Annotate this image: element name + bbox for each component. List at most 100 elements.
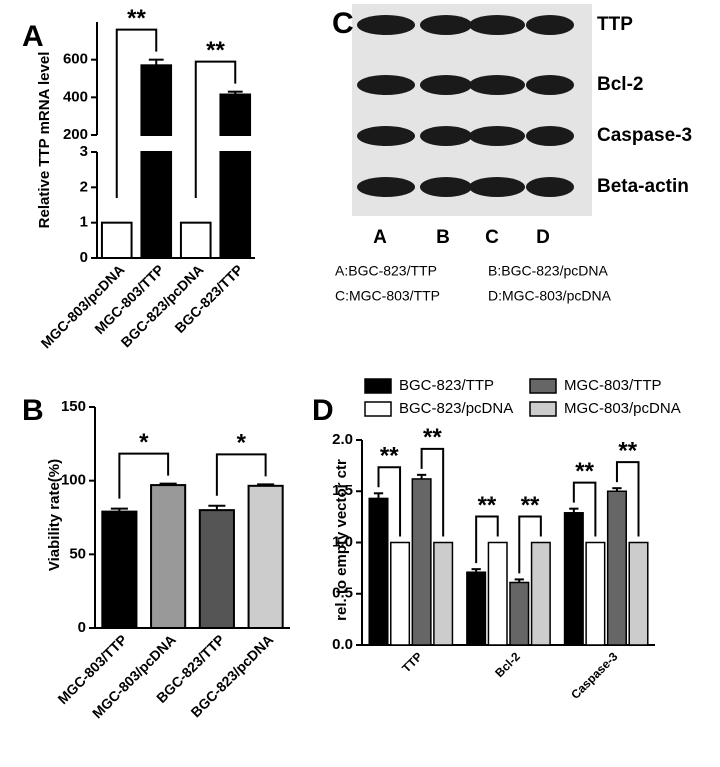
legend-swatch — [364, 378, 392, 394]
bar — [563, 512, 584, 646]
lane-legend: B:BGC-823/pcDNA — [488, 263, 608, 279]
bar — [219, 151, 252, 259]
lane-label: C — [485, 227, 499, 248]
panel-label: B — [22, 394, 44, 427]
legend-label: BGC-823/TTP — [399, 377, 494, 394]
y-tick-label: 150 — [61, 398, 86, 415]
y-tick-label: 600 — [63, 51, 88, 68]
legend-label: MGC-803/TTP — [564, 377, 662, 394]
bar — [606, 490, 627, 646]
blot-band — [469, 75, 525, 95]
significance-label: ** — [127, 5, 146, 32]
significance-bracket — [115, 28, 158, 198]
legend-swatch — [529, 378, 557, 394]
bar — [140, 64, 173, 136]
blot-row-label: Caspase-3 — [597, 125, 692, 146]
significance-bracket — [377, 466, 402, 537]
y-tick-label: 0 — [80, 249, 88, 266]
significance-bracket — [194, 60, 237, 198]
blot-band — [357, 126, 415, 146]
bar — [411, 478, 432, 646]
bar — [368, 497, 389, 646]
y-axis-label: Viability rate(%) — [46, 459, 63, 571]
significance-bracket — [420, 447, 445, 537]
lane-label: D — [536, 227, 550, 248]
blot-band — [420, 177, 472, 197]
bar — [628, 541, 649, 646]
y-tick-label: 0.5 — [332, 585, 353, 602]
y-tick-label: 200 — [63, 126, 88, 143]
significance-bracket — [215, 453, 267, 496]
legend-label: BGC-823/pcDNA — [399, 400, 513, 417]
blot-band — [469, 15, 525, 35]
legend-swatch — [364, 401, 392, 417]
blot-band — [526, 75, 574, 95]
blot-band — [420, 75, 472, 95]
y-tick-label: 1.0 — [332, 533, 353, 550]
blot-band — [469, 177, 525, 197]
significance-label: ** — [618, 438, 637, 465]
significance-label: * — [237, 430, 247, 457]
significance-label: ** — [206, 37, 225, 64]
bar — [509, 581, 530, 646]
panel-label: C — [332, 7, 354, 40]
y-tick-label: 3 — [80, 143, 88, 160]
y-tick-label: 2.0 — [332, 431, 353, 448]
blot-band — [469, 126, 525, 146]
significance-bracket — [615, 461, 640, 537]
blot-band — [357, 15, 415, 35]
significance-bracket — [518, 515, 542, 574]
bar — [140, 151, 173, 259]
lane-legend: A:BGC-823/TTP — [335, 263, 437, 279]
y-tick-label: 400 — [63, 88, 88, 105]
significance-label: * — [139, 429, 149, 456]
significance-bracket — [475, 515, 499, 564]
blot-band — [526, 126, 574, 146]
significance-label: ** — [575, 458, 594, 485]
blot-band — [526, 15, 574, 35]
blot-row-label: Beta-actin — [597, 176, 689, 197]
bar — [466, 571, 487, 646]
y-tick-label: 100 — [61, 472, 86, 489]
bar — [179, 221, 212, 260]
bar — [247, 484, 284, 629]
blot-band — [420, 126, 472, 146]
blot-row-label: TTP — [597, 14, 633, 35]
bar — [100, 221, 133, 260]
y-tick-label: 0.0 — [332, 636, 353, 653]
significance-label: ** — [521, 492, 540, 519]
significance-label: ** — [478, 492, 497, 519]
significance-bracket — [118, 452, 170, 499]
legend-label: MGC-803/pcDNA — [564, 400, 681, 417]
blot-band — [357, 177, 415, 197]
lane-label: B — [436, 227, 450, 248]
blot-band — [357, 75, 415, 95]
y-axis-label: rel. to empty vector ctr — [333, 459, 350, 621]
panel-label: A — [22, 20, 44, 53]
bar — [219, 93, 252, 136]
bar — [198, 509, 235, 629]
lane-legend: C:MGC-803/TTP — [335, 288, 440, 304]
significance-label: ** — [380, 443, 399, 470]
bar — [585, 541, 606, 646]
significance-label: ** — [423, 424, 442, 451]
blot-row-label: Bcl-2 — [597, 74, 643, 95]
y-tick-label: 1.5 — [332, 482, 353, 499]
bar — [150, 484, 187, 629]
legend-swatch — [529, 401, 557, 417]
lane-legend: D:MGC-803/pcDNA — [488, 288, 612, 304]
y-axis-label: Relative TTP mRNA level — [36, 52, 53, 229]
bar — [530, 541, 551, 646]
bar — [433, 541, 454, 646]
y-tick-label: 0 — [78, 619, 86, 636]
y-tick-label: 50 — [69, 545, 86, 562]
blot-band — [420, 15, 472, 35]
bar — [390, 541, 411, 646]
lane-label: A — [373, 227, 387, 248]
bar — [101, 510, 138, 629]
y-tick-label: 1 — [80, 214, 88, 231]
significance-bracket — [572, 481, 597, 537]
panel-label: D — [312, 394, 334, 427]
blot-band — [526, 177, 574, 197]
